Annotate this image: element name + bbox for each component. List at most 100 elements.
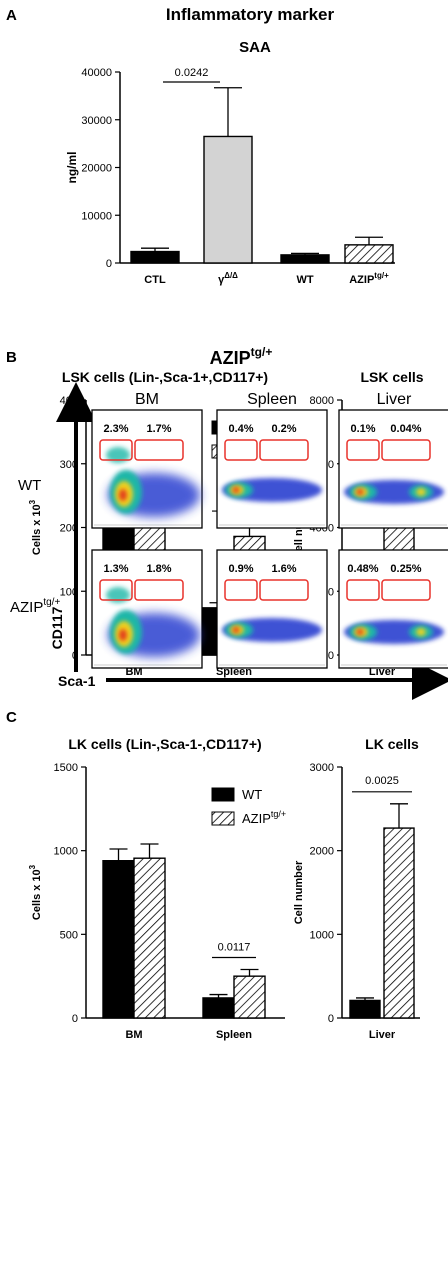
flow-plot: 0.4% 0.2% bbox=[216, 409, 328, 529]
legend-label: AZIPtg/+ bbox=[242, 809, 286, 826]
bar bbox=[102, 860, 135, 1019]
x-tick-label: AZIPtg/+ bbox=[349, 271, 389, 286]
x-tick-label-main: AZIP bbox=[349, 274, 374, 286]
y-tick-label: 3000 bbox=[310, 762, 334, 774]
flow-plot: 0.48% 0.25% bbox=[338, 549, 448, 669]
gate-right bbox=[134, 579, 184, 601]
y-axis-label-main: Cells x 10 bbox=[31, 504, 43, 555]
row-label: WT bbox=[18, 477, 41, 494]
legend-swatch bbox=[211, 811, 235, 826]
legend-swatch bbox=[211, 787, 235, 802]
flow-plot: 2.3% 1.7% bbox=[91, 409, 203, 529]
bar bbox=[233, 975, 266, 1019]
x-tick-label-sup: tg/+ bbox=[374, 271, 389, 280]
y-tick-label: 30000 bbox=[81, 115, 112, 127]
density-low bbox=[106, 447, 130, 463]
bar bbox=[202, 997, 235, 1019]
x-tick-label-main: CTL bbox=[144, 274, 166, 286]
row-label-sup: tg/+ bbox=[43, 597, 60, 608]
density-high bbox=[232, 627, 240, 633]
y-tick-label: 40000 bbox=[81, 67, 112, 79]
gate-percentage: 1.6% bbox=[271, 563, 296, 575]
gate-right bbox=[259, 579, 309, 601]
gate-percentage: 0.25% bbox=[390, 563, 421, 575]
y-tick-label: 2000 bbox=[310, 846, 334, 858]
gate-left bbox=[99, 439, 133, 461]
y-tick-label: 1000 bbox=[54, 846, 78, 858]
y-tick-label: 300 bbox=[60, 459, 78, 471]
x-tick-label: Liver bbox=[369, 666, 396, 678]
flow-plot-frame bbox=[338, 549, 448, 669]
flow-plot-frame bbox=[216, 549, 328, 669]
bar bbox=[280, 254, 330, 264]
gate-percentage: 0.2% bbox=[271, 423, 296, 435]
gate-left bbox=[346, 439, 380, 461]
density-mid bbox=[416, 628, 426, 636]
gate-percentage: 0.1% bbox=[350, 423, 375, 435]
y-tick-label: 10000 bbox=[81, 210, 112, 222]
y-tick-label: 0 bbox=[72, 1013, 78, 1025]
y-tick-label: 8000 bbox=[310, 395, 334, 407]
density-cloud bbox=[222, 618, 322, 642]
density-cloud bbox=[222, 478, 322, 502]
p-value-label: 0.0117 bbox=[218, 941, 251, 953]
y-axis-label: Cells x 103 bbox=[28, 864, 43, 920]
y-axis-label-sup: 3 bbox=[28, 499, 37, 504]
density-cloud bbox=[106, 447, 200, 517]
x-tick-label: BM bbox=[125, 1029, 142, 1041]
legend-label: WT bbox=[242, 787, 262, 802]
saa-chart: 0 10000 20000 30000 40000 SAA ng/ml CTL γΔ/Δ WT AZ… bbox=[65, 39, 395, 286]
gate-right bbox=[134, 439, 184, 461]
x-tick-label: Spleen bbox=[216, 666, 252, 678]
gate-percentage: 0.9% bbox=[228, 563, 253, 575]
gate-percentage: 0.4% bbox=[228, 423, 253, 435]
density-high bbox=[232, 487, 240, 493]
flow-cytometry-grid: BM Spleen Liver WT AZIPtg/+CD117 Sca-1 2.3% 1.7… bbox=[10, 382, 448, 700]
panel-a-heading: Inflammatory marker bbox=[166, 5, 335, 24]
gate-left bbox=[99, 579, 133, 601]
bar bbox=[130, 250, 180, 264]
density-high bbox=[356, 629, 364, 635]
y-tick-label: 200 bbox=[60, 523, 78, 535]
bar bbox=[349, 999, 381, 1019]
bar bbox=[383, 827, 415, 1019]
density-high bbox=[119, 489, 127, 501]
column-header: BM bbox=[135, 391, 159, 408]
x-tick-label: WT bbox=[296, 274, 313, 286]
column-header: Liver bbox=[377, 391, 412, 408]
gate-right bbox=[259, 439, 309, 461]
x-tick-label: Liver bbox=[369, 1029, 396, 1041]
chart-title: SAA bbox=[239, 39, 271, 56]
gate-left bbox=[224, 439, 258, 461]
gate-left bbox=[224, 579, 258, 601]
panel-b-letter: B bbox=[6, 349, 17, 366]
y-tick-label: 0 bbox=[328, 650, 334, 662]
gate-right bbox=[381, 579, 431, 601]
gate-right bbox=[381, 439, 431, 461]
chart-title: LSK cells bbox=[360, 369, 423, 385]
x-tick-label: γΔ/Δ bbox=[218, 271, 238, 286]
bar bbox=[203, 135, 253, 264]
bar bbox=[133, 857, 166, 1019]
row-label: AZIPtg/+ bbox=[10, 597, 60, 616]
y-tick-label: 1000 bbox=[310, 929, 334, 941]
cd117-axis-label: CD117 bbox=[49, 606, 65, 649]
y-tick-label: 0 bbox=[106, 258, 112, 270]
x-tick-label-main: WT bbox=[296, 274, 313, 286]
flow-plot-frame bbox=[216, 409, 328, 529]
y-tick-label: 0 bbox=[328, 1013, 334, 1025]
x-tick-label: BM bbox=[125, 666, 142, 678]
legend-label-main: WT bbox=[242, 787, 262, 802]
density-cloud bbox=[106, 587, 200, 657]
density-high bbox=[119, 629, 127, 641]
row-label-main: AZIP bbox=[10, 599, 43, 616]
gate-percentage: 1.3% bbox=[103, 563, 128, 575]
y-tick-label: 20000 bbox=[81, 163, 112, 175]
x-tick-label-main: γ bbox=[218, 274, 225, 286]
column-header: Spleen bbox=[247, 391, 297, 408]
flow-plot: 1.3% 1.8% bbox=[91, 549, 203, 669]
y-tick-label: 100 bbox=[60, 586, 78, 598]
gate-percentage: 0.48% bbox=[347, 563, 378, 575]
gate-percentage: 1.8% bbox=[146, 563, 171, 575]
